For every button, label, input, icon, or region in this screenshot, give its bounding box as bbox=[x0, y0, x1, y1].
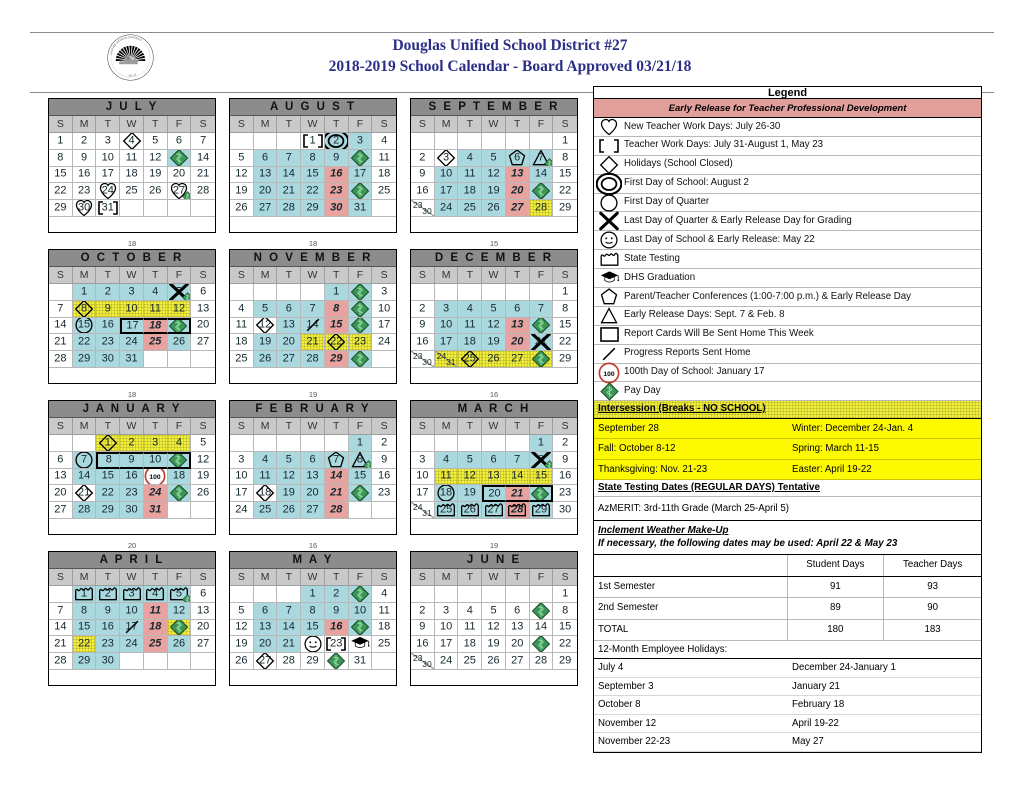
svg-text:100: 100 bbox=[150, 474, 161, 481]
svg-text:100: 100 bbox=[603, 371, 614, 378]
